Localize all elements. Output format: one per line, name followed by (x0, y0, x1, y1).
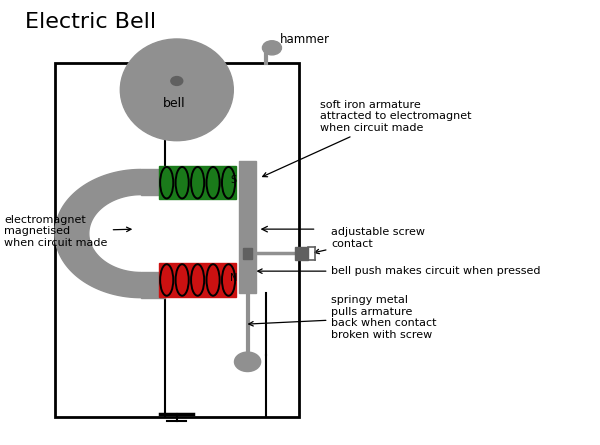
Bar (239, 161, 256, 293)
Ellipse shape (121, 39, 233, 141)
Text: bell: bell (163, 97, 185, 109)
Text: electromagnet
magnetised
when circuit made: electromagnet magnetised when circuit ma… (4, 215, 131, 248)
Bar (243, 248, 253, 259)
Bar (295, 247, 308, 260)
Text: soft iron armature
attracted to electromagnet
when circuit made: soft iron armature attracted to electrom… (263, 100, 471, 177)
Bar (159, 263, 236, 296)
Text: Electric Bell: Electric Bell (25, 12, 156, 32)
Bar (141, 272, 165, 298)
Polygon shape (55, 170, 141, 298)
Text: S: S (230, 175, 236, 186)
Circle shape (171, 77, 183, 85)
Text: springy metal
pulls armature
back when contact
broken with screw: springy metal pulls armature back when c… (249, 295, 437, 340)
Bar (55, 63, 299, 417)
Text: adjustable screw
contact: adjustable screw contact (314, 227, 425, 254)
Text: hammer: hammer (280, 33, 329, 46)
Circle shape (262, 41, 281, 55)
Bar (141, 170, 165, 194)
Text: bell push makes circuit when pressed: bell push makes circuit when pressed (257, 266, 541, 276)
Text: N: N (230, 273, 237, 283)
Circle shape (235, 352, 260, 372)
Bar (159, 166, 236, 199)
